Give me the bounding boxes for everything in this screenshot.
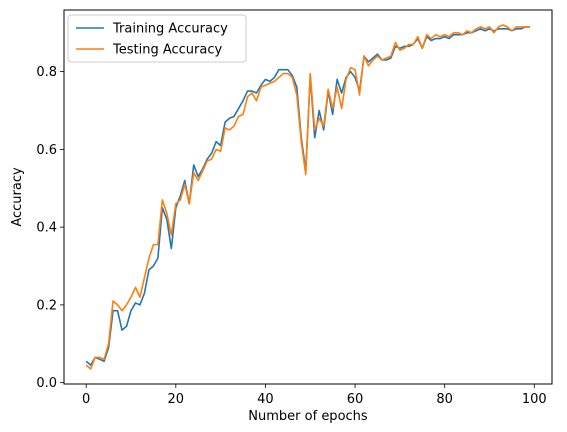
y-tick-label: 0.0 bbox=[36, 376, 57, 391]
y-tick-label: 0.8 bbox=[36, 65, 57, 80]
y-tick-label: 0.4 bbox=[36, 221, 57, 236]
x-tick-label: 0 bbox=[82, 392, 90, 407]
y-tick-label: 0.6 bbox=[36, 143, 57, 158]
series-line-testing bbox=[85, 24, 530, 370]
x-tick-label: 20 bbox=[168, 392, 185, 407]
y-tick-label: 0.2 bbox=[36, 298, 57, 313]
x-axis-label: Number of epochs bbox=[248, 409, 368, 424]
y-axis-label: Accuracy bbox=[10, 167, 25, 227]
legend-label-testing: Testing Accuracy bbox=[112, 43, 222, 58]
x-tick-label: 80 bbox=[436, 392, 453, 407]
x-axis-ticks: 0 20 40 60 80 100 bbox=[82, 384, 547, 407]
series-layer bbox=[85, 24, 530, 370]
legend-box bbox=[67, 14, 247, 63]
plot-frame bbox=[63, 9, 553, 385]
x-tick-label: 100 bbox=[522, 392, 547, 407]
x-tick-label: 60 bbox=[347, 392, 364, 407]
y-axis-ticks: 0.0 0.2 0.4 0.6 0.8 bbox=[36, 65, 64, 391]
legend: Training Accuracy Testing Accuracy bbox=[67, 14, 247, 63]
legend-label-training: Training Accuracy bbox=[112, 22, 228, 37]
x-tick-label: 40 bbox=[257, 392, 274, 407]
